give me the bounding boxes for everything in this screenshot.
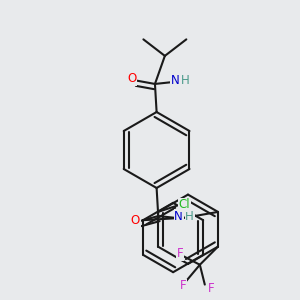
Text: O: O <box>131 214 140 226</box>
Text: N: N <box>174 209 183 223</box>
Text: H: H <box>181 74 190 87</box>
Text: F: F <box>180 279 187 292</box>
Text: F: F <box>207 282 214 295</box>
Text: F: F <box>177 248 183 260</box>
Text: Cl: Cl <box>178 198 190 211</box>
Text: N: N <box>170 74 179 87</box>
Text: H: H <box>185 209 194 223</box>
Text: O: O <box>127 73 136 85</box>
